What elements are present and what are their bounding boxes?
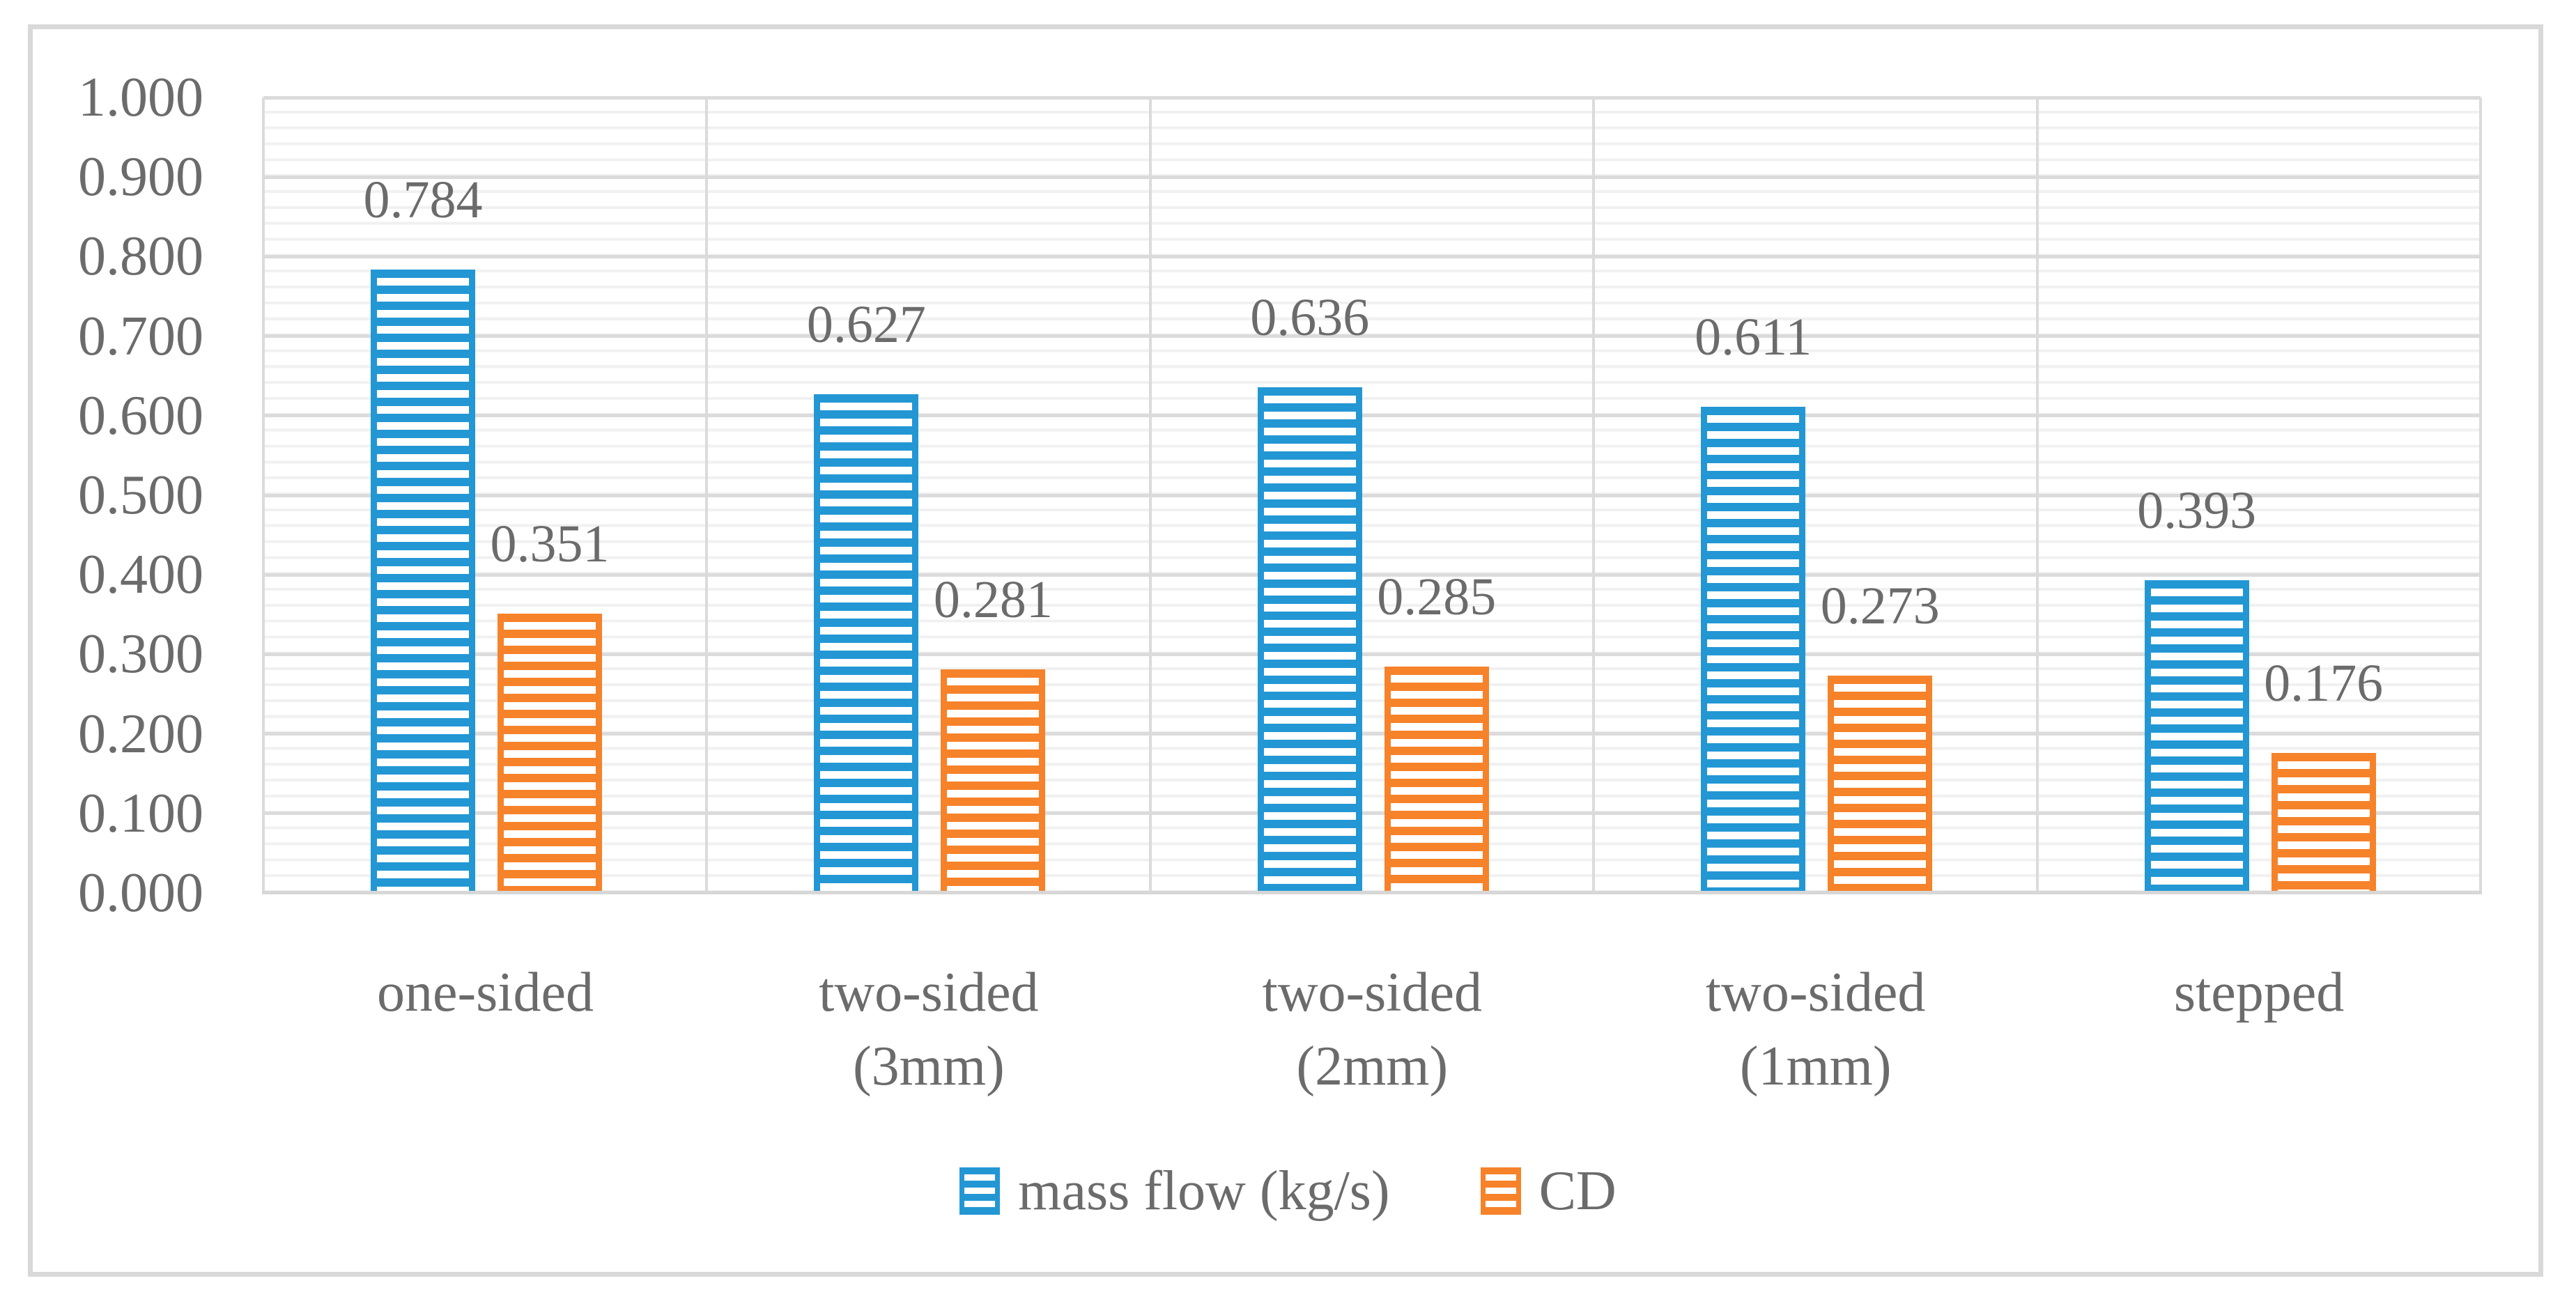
- category-label-4: two-sided (1mm): [1594, 956, 2037, 1103]
- y-axis-tick-label: 0.800: [78, 226, 203, 288]
- data-label-cd: 0.281: [933, 570, 1053, 629]
- category-separator: [705, 98, 709, 893]
- y-axis-tick-label: 0.300: [78, 623, 203, 685]
- y-axis-tick-label: 0.100: [78, 782, 203, 844]
- category-separator: [1148, 98, 1152, 893]
- bar-cd-2: [941, 669, 1046, 893]
- major-gridline: [263, 95, 2481, 100]
- plot-left-border: [262, 98, 265, 893]
- data-label-mass-flow: 0.611: [1695, 308, 1812, 366]
- category-label-3: two-sided (2mm): [1150, 956, 1594, 1103]
- category-label-line: stepped: [2173, 962, 2345, 1023]
- data-label-mass-flow: 0.784: [363, 171, 483, 229]
- data-label-cd: 0.285: [1377, 568, 1497, 626]
- bar-cd-4: [1828, 676, 1933, 893]
- y-axis-tick-label: 0.000: [78, 862, 203, 924]
- y-axis-tick-label: 0.700: [78, 305, 203, 367]
- major-gridline: [263, 811, 2481, 816]
- category-label-line: (3mm): [853, 1036, 1005, 1097]
- category-label-1: one-sided: [263, 956, 707, 1029]
- category-label-line: (1mm): [1739, 1036, 1892, 1097]
- bar-cd-1: [498, 614, 602, 893]
- category-label-line: two-sided: [1705, 962, 1926, 1023]
- chart-legend: mass flow (kg/s) CD: [33, 1153, 2543, 1229]
- bar-mass-flow-4: [1701, 407, 1806, 893]
- data-label-cd: 0.273: [1820, 577, 1940, 635]
- major-gridline: [263, 414, 2481, 418]
- plot-area: 0.784 0.627 0.636 0.611 0.393 0.351 0.281 0.285…: [262, 95, 2482, 894]
- category-label-line: two-sided: [819, 962, 1039, 1023]
- category-label-line: one-sided: [376, 962, 594, 1023]
- major-gridline: [263, 175, 2481, 179]
- category-label-line: (2mm): [1296, 1036, 1449, 1097]
- legend-swatch-mass-flow-icon: [959, 1167, 1001, 1215]
- y-axis-tick-label: 0.200: [78, 703, 203, 765]
- y-axis-tick-label: 0.500: [78, 465, 203, 526]
- legend-item-mass-flow: mass flow (kg/s): [959, 1160, 1390, 1222]
- bar-mass-flow-5: [2144, 580, 2249, 893]
- data-label-cd: 0.351: [490, 515, 610, 573]
- data-label-cd: 0.176: [2264, 654, 2384, 713]
- category-separator: [1592, 98, 1596, 893]
- category-label-5: stepped: [2037, 956, 2481, 1029]
- major-gridline: [263, 573, 2481, 577]
- major-gridline: [263, 493, 2481, 497]
- plot-right-border: [2479, 98, 2482, 893]
- bar-cd-3: [1384, 667, 1489, 893]
- y-axis-tick-label: 0.600: [78, 384, 203, 446]
- bar-mass-flow-3: [1257, 387, 1362, 893]
- major-gridline: [263, 334, 2481, 339]
- data-label-mass-flow: 0.393: [2137, 481, 2257, 540]
- category-label-line: two-sided: [1262, 962, 1483, 1023]
- legend-item-cd: CD: [1480, 1160, 1617, 1222]
- x-axis-line: [262, 891, 2482, 894]
- major-gridline: [263, 652, 2481, 656]
- category-separator: [2035, 98, 2039, 893]
- bar-mass-flow-1: [371, 270, 475, 893]
- data-label-mass-flow: 0.636: [1250, 288, 1370, 347]
- major-gridline: [263, 732, 2481, 736]
- y-axis-tick-label: 0.900: [78, 146, 203, 208]
- legend-label: mass flow (kg/s): [1018, 1160, 1390, 1222]
- y-axis-tick-label: 1.000: [78, 67, 203, 128]
- data-label-mass-flow: 0.627: [806, 295, 926, 354]
- legend-swatch-cd-icon: [1480, 1167, 1521, 1215]
- legend-label: CD: [1538, 1160, 1617, 1222]
- bar-cd-5: [2271, 753, 2376, 893]
- category-label-2: two-sided (3mm): [707, 956, 1150, 1103]
- major-gridline: [263, 254, 2481, 258]
- y-axis-tick-label: 0.400: [78, 544, 203, 606]
- bar-mass-flow-2: [814, 394, 919, 893]
